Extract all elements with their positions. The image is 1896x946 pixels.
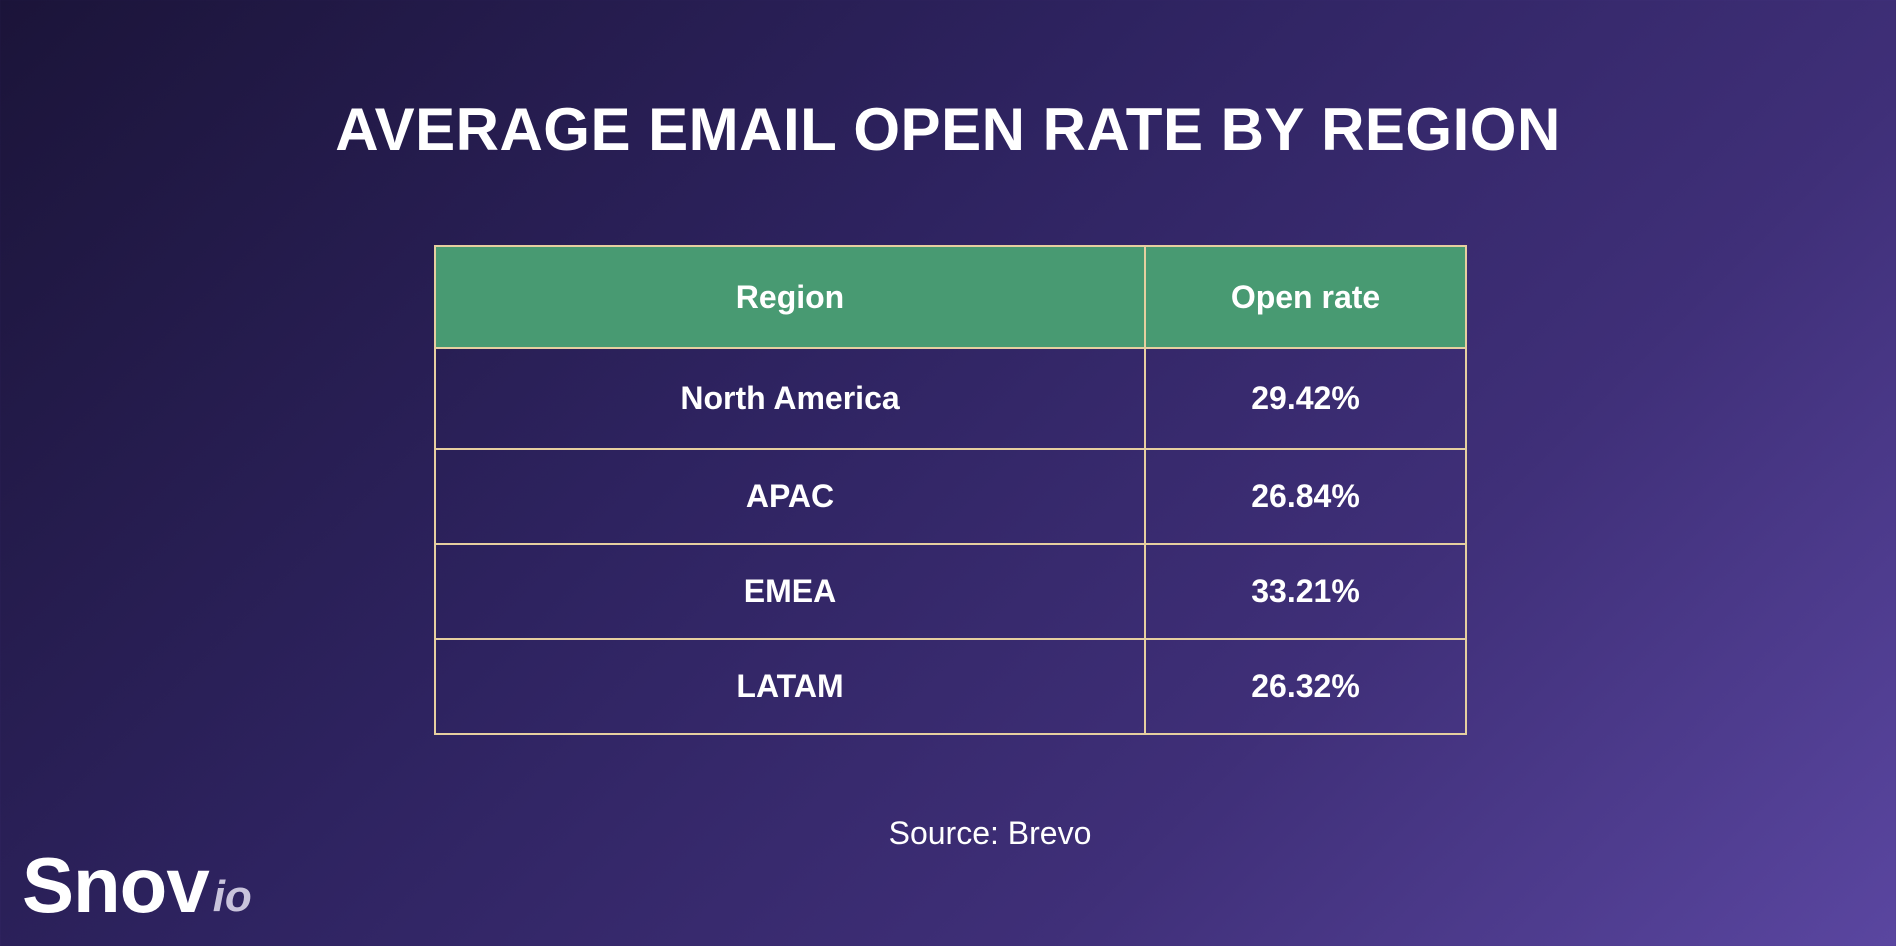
region-cell: APAC <box>434 448 1146 545</box>
open-rate-cell: 29.42% <box>1144 347 1467 450</box>
table-header-row: Region Open rate <box>434 245 1467 349</box>
open-rate-table: Region Open rate North America 29.42% AP… <box>434 245 1467 735</box>
region-cell: North America <box>434 347 1146 450</box>
table-row: North America 29.42% <box>434 347 1467 450</box>
logo-sub-text: io <box>212 872 252 921</box>
table-row: EMEA 33.21% <box>434 543 1467 640</box>
table-row: LATAM 26.32% <box>434 638 1467 735</box>
page-title: AVERAGE EMAIL OPEN RATE BY REGION <box>335 96 1561 163</box>
snovio-logo: Snov io <box>22 845 252 925</box>
column-header-open-rate: Open rate <box>1144 245 1467 349</box>
open-rate-cell: 26.32% <box>1144 638 1467 735</box>
column-header-region: Region <box>434 245 1146 349</box>
open-rate-cell: 33.21% <box>1144 543 1467 640</box>
region-cell: LATAM <box>434 638 1146 735</box>
table-row: APAC 26.84% <box>434 448 1467 545</box>
source-note: Source: Brevo <box>888 815 1092 851</box>
region-cell: EMEA <box>434 543 1146 640</box>
logo-main-text: Snov <box>22 841 210 929</box>
open-rate-cell: 26.84% <box>1144 448 1467 545</box>
